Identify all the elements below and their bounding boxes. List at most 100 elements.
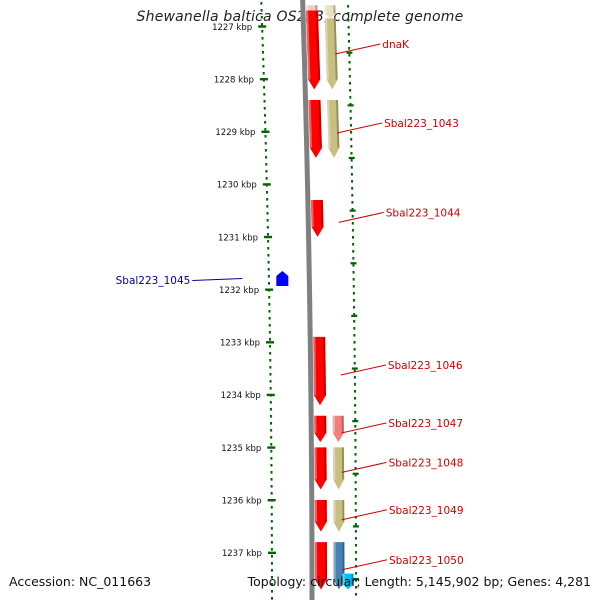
ruler-dot bbox=[270, 464, 273, 467]
ruler-dot bbox=[265, 170, 268, 173]
ruler-dot bbox=[354, 495, 357, 498]
ruler-dot bbox=[351, 201, 354, 204]
ruler-dot bbox=[266, 191, 268, 194]
ruler-dot bbox=[347, 5, 350, 8]
ruler-dot bbox=[263, 93, 266, 96]
ruler-dot bbox=[269, 401, 272, 404]
ruler-dot bbox=[269, 359, 272, 362]
tick-mark bbox=[261, 130, 270, 133]
ruler-dot bbox=[269, 366, 272, 369]
ruler-dot bbox=[352, 285, 355, 288]
orf-feature-shade bbox=[324, 18, 329, 80]
ruler-dot bbox=[263, 107, 266, 110]
ruler-dot bbox=[354, 530, 357, 533]
orf-feature-shade bbox=[332, 415, 336, 433]
tick-mark-outer bbox=[352, 577, 359, 581]
ruler-dot bbox=[269, 408, 272, 411]
ruler-dot bbox=[262, 65, 265, 68]
label-leader bbox=[336, 122, 383, 134]
label-leader bbox=[341, 509, 387, 521]
ruler-dot bbox=[265, 177, 268, 180]
genome-backbone bbox=[300, 0, 315, 600]
ruler-dot bbox=[268, 324, 271, 327]
ruler-dot bbox=[264, 135, 267, 138]
ruler-dot bbox=[270, 471, 273, 474]
ruler-dot bbox=[270, 534, 273, 537]
tick-mark-outer bbox=[348, 156, 355, 160]
ruler-dot bbox=[270, 541, 273, 544]
ruler-dot bbox=[353, 369, 356, 372]
gene-label: Sbal223_1044 bbox=[386, 207, 461, 219]
ruler-dot bbox=[269, 373, 272, 376]
tick-mark-outer bbox=[346, 51, 353, 54]
orf-track bbox=[306, 5, 354, 590]
ruler-dot bbox=[354, 551, 357, 554]
ruler-dot bbox=[347, 33, 350, 36]
gene-Sbal223_1050-shade bbox=[324, 542, 327, 580]
gene-Sbal223_1044-shade bbox=[310, 200, 314, 227]
ruler-dot bbox=[352, 250, 355, 253]
ruler-dot bbox=[349, 117, 352, 120]
ruler-dot bbox=[354, 453, 357, 456]
ruler-dot bbox=[268, 338, 271, 341]
ruler-dot bbox=[352, 292, 355, 295]
ruler-dot bbox=[353, 341, 356, 344]
orf-feature bbox=[333, 500, 345, 532]
ruler-dot bbox=[350, 173, 353, 176]
tick-mark-outer bbox=[349, 209, 356, 212]
ruler-dot bbox=[351, 180, 354, 183]
ruler-dot bbox=[354, 502, 357, 505]
ruler-dot bbox=[353, 362, 356, 365]
gene-Sbal223_1048-shade bbox=[314, 447, 317, 480]
gene-dnaK-shade bbox=[315, 10, 321, 80]
ruler-dot bbox=[354, 460, 357, 463]
ruler-dot bbox=[267, 261, 270, 264]
orf-feature bbox=[324, 5, 336, 19]
ruler-dots-outer bbox=[347, 5, 357, 596]
gene-Sbal223_1043 bbox=[308, 100, 322, 158]
ruler-dot bbox=[350, 166, 353, 169]
ruler-dot bbox=[355, 593, 357, 596]
ruler-dot bbox=[354, 558, 357, 561]
gene-label: Sbal223_1048 bbox=[389, 457, 464, 469]
ruler-dot bbox=[354, 481, 357, 484]
ruler-dot bbox=[350, 131, 353, 134]
ruler-dot bbox=[269, 415, 272, 418]
ruler-dot bbox=[270, 436, 273, 439]
tick-mark-outer bbox=[347, 104, 354, 107]
ruler-dot bbox=[353, 355, 356, 358]
ruler-dot bbox=[260, 9, 263, 12]
tick-label: 1236 kbp bbox=[222, 497, 262, 507]
tick-label: 1235 kbp bbox=[221, 444, 261, 454]
orf-feature bbox=[324, 18, 338, 90]
ruler-dot bbox=[261, 37, 264, 40]
ruler-dot bbox=[354, 586, 357, 589]
gene-Sbal223_1048 bbox=[314, 447, 327, 490]
gene-Sbal223_1047 bbox=[314, 415, 327, 443]
ruler-dot bbox=[261, 44, 264, 47]
ruler-dot bbox=[266, 226, 269, 229]
map-title: Shewanella baltica OS223, complete genom… bbox=[136, 9, 464, 25]
ruler-dot bbox=[354, 390, 356, 393]
ruler-dot bbox=[270, 422, 273, 425]
ruler-dot bbox=[268, 310, 271, 313]
ruler-dot bbox=[268, 303, 271, 306]
orf-feature-shade bbox=[342, 500, 345, 522]
ruler-dot bbox=[260, 16, 263, 19]
orf-feature-shade bbox=[333, 542, 336, 580]
tick-mark-outer bbox=[350, 262, 357, 265]
tick-mark bbox=[258, 25, 267, 28]
ruler-dot bbox=[270, 569, 273, 572]
ruler-dot bbox=[260, 2, 263, 5]
tick-mark-outer bbox=[352, 420, 359, 423]
ruler-dot bbox=[351, 215, 354, 218]
ruler-dot bbox=[270, 583, 273, 586]
accession-text: Accession: NC_011663 bbox=[9, 574, 152, 589]
ruler-dot bbox=[263, 86, 266, 89]
gene-label: Sbal223_1046 bbox=[388, 360, 463, 372]
orf-feature-shade bbox=[351, 573, 354, 584]
ruler-dot bbox=[263, 114, 266, 117]
ruler-dot bbox=[349, 110, 352, 113]
ruler-dot bbox=[350, 138, 353, 141]
